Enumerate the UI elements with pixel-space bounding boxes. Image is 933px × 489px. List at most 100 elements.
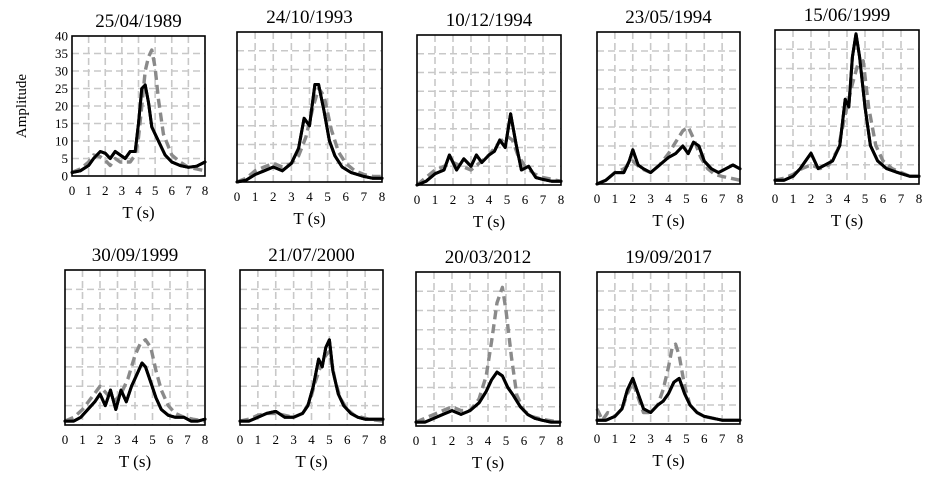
- x-tick-label: 7: [185, 183, 192, 198]
- chart-panel-2: 24/10/1993 0 1 2 3 4 5 6 7 8 T (s): [234, 7, 386, 228]
- x-tick-label: 1: [612, 191, 619, 206]
- x-tick-label: 7: [540, 192, 547, 207]
- chart-title: 10/12/1994: [446, 10, 533, 31]
- plot-frame: [774, 29, 920, 185]
- x-tick-label: 8: [202, 183, 209, 198]
- x-axis-label: T (s): [652, 451, 684, 470]
- y-tick-label: 40: [55, 29, 68, 44]
- plot-frame: [71, 35, 206, 177]
- x-tick-label: 4: [308, 432, 315, 447]
- x-tick-label: 8: [380, 432, 387, 447]
- x-tick-label: 4: [306, 189, 313, 204]
- x-tick-label: 5: [152, 183, 159, 198]
- x-tick-label: 7: [361, 189, 368, 204]
- x-axis-label: T (s): [473, 212, 505, 231]
- x-tick-label: 2: [450, 192, 457, 207]
- x-tick-label: 4: [485, 433, 492, 448]
- x-tick-label: 2: [808, 191, 815, 206]
- chart-title: 25/04/1989: [95, 11, 182, 32]
- chart-panel-9: 19/09/2017 0 1 2 3 4 5 6 7 8 T (s): [594, 247, 744, 470]
- x-tick-label: 7: [898, 191, 905, 206]
- plot-frame: [596, 271, 741, 425]
- x-tick-label: 0: [594, 431, 601, 446]
- x-tick-label: 0: [237, 432, 244, 447]
- plot-frame: [596, 31, 741, 185]
- x-axis-label: T (s): [295, 452, 327, 471]
- x-tick-label: 3: [290, 432, 297, 447]
- x-tick-label: 2: [630, 431, 637, 446]
- series-line-gray: [595, 342, 740, 422]
- x-tick-label: 8: [737, 431, 744, 446]
- x-tick-label: 6: [521, 433, 528, 448]
- x-tick-label: 7: [719, 431, 726, 446]
- x-tick-label: 1: [85, 183, 92, 198]
- x-axis-label: T (s): [119, 452, 151, 471]
- series-line-black-overlay: [595, 376, 742, 422]
- x-axis-label: T (s): [122, 203, 154, 222]
- chart-title: 19/09/2017: [625, 247, 712, 268]
- x-tick-label: 0: [414, 192, 421, 207]
- x-tick-label: 3: [288, 189, 295, 204]
- x-tick-label: 1: [790, 191, 797, 206]
- chart-title: 24/10/1993: [266, 7, 353, 28]
- x-tick-label: 7: [184, 432, 191, 447]
- x-tick-label: 6: [522, 192, 529, 207]
- x-axis-label: T (s): [472, 453, 504, 472]
- x-tick-label: 0: [594, 191, 601, 206]
- y-tick-label: 10: [55, 134, 68, 149]
- x-tick-label: 8: [202, 432, 209, 447]
- x-tick-label: 7: [719, 191, 726, 206]
- series-line-black-overlay: [595, 140, 742, 186]
- x-tick-label: 5: [683, 191, 690, 206]
- y-tick-label: 35: [55, 46, 68, 61]
- x-tick-label: 3: [647, 191, 654, 206]
- x-tick-label: 5: [326, 432, 333, 447]
- chart-title: 15/06/1999: [804, 5, 891, 26]
- x-tick-label: 2: [102, 183, 109, 198]
- plot-frame: [239, 269, 384, 426]
- series-line-black-overlay: [238, 338, 385, 423]
- x-tick-label: 5: [862, 191, 869, 206]
- y-axis-label: Amplitude: [14, 74, 30, 139]
- x-tick-label: 5: [324, 189, 331, 204]
- x-tick-label: 6: [343, 189, 350, 204]
- x-tick-label: 8: [379, 189, 386, 204]
- x-tick-label: 3: [468, 192, 475, 207]
- x-tick-label: 2: [270, 189, 277, 204]
- chart-title: 30/09/1999: [92, 245, 179, 266]
- x-tick-label: 3: [114, 432, 121, 447]
- x-tick-label: 0: [69, 183, 76, 198]
- x-tick-label: 1: [432, 192, 439, 207]
- x-tick-label: 0: [413, 433, 420, 448]
- x-tick-label: 5: [504, 192, 511, 207]
- x-tick-label: 6: [169, 183, 176, 198]
- plot-frame: [236, 31, 383, 183]
- plot-frame: [416, 34, 562, 186]
- x-axis-label: T (s): [293, 209, 325, 228]
- x-tick-label: 3: [647, 431, 654, 446]
- chart-panel-6: 30/09/1999 0 1 2 3 4 5 6 7 8 T (s): [62, 245, 209, 471]
- x-tick-label: 5: [683, 431, 690, 446]
- x-tick-label: 6: [701, 431, 708, 446]
- series-line-black-overlay: [773, 32, 921, 182]
- x-tick-label: 2: [273, 432, 280, 447]
- series-line-gray: [415, 285, 561, 424]
- x-tick-label: 1: [255, 432, 262, 447]
- x-tick-label: 1: [612, 431, 619, 446]
- x-tick-label: 0: [234, 189, 241, 204]
- chart-title: 23/05/1994: [625, 7, 712, 28]
- series-line-black-overlay: [415, 112, 563, 187]
- y-tick-label: 15: [55, 116, 68, 131]
- x-tick-label: 3: [826, 191, 833, 206]
- x-tick-label: 6: [880, 191, 887, 206]
- x-tick-label: 1: [252, 189, 259, 204]
- x-tick-label: 5: [149, 432, 156, 447]
- x-tick-label: 8: [558, 192, 565, 207]
- chart-title: 20/03/2012: [445, 247, 532, 268]
- chart-title: 21/07/2000: [268, 245, 355, 266]
- series-line-gray: [71, 48, 206, 175]
- x-tick-label: 3: [119, 183, 126, 198]
- chart-panel-7: 21/07/2000 0 1 2 3 4 5 6 7 8 T (s): [237, 245, 387, 471]
- y-tick-label: 5: [62, 151, 69, 166]
